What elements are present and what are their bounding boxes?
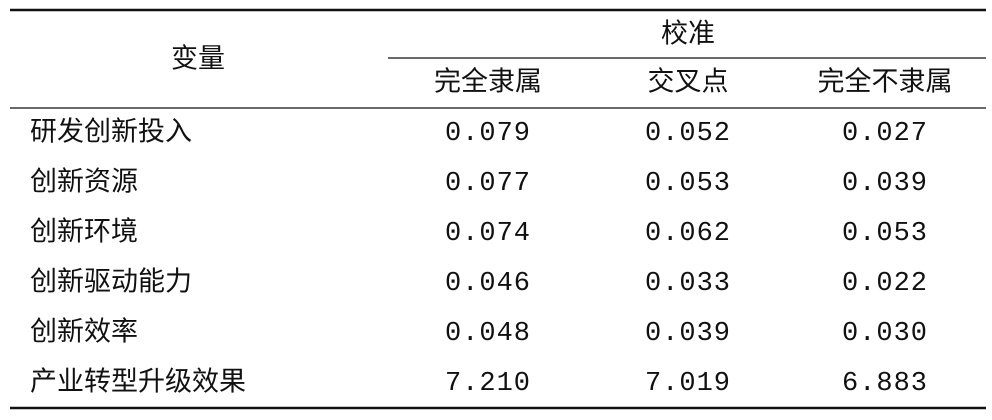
cell-value: 0.053 [645, 169, 731, 199]
row-label: 产业转型升级效果 [30, 367, 246, 398]
row-label: 研发创新投入 [30, 117, 192, 148]
cell-value: 7.019 [645, 369, 731, 399]
cell-value: 0.027 [842, 119, 928, 149]
variable-header: 变量 [171, 44, 225, 75]
cell-value: 0.052 [645, 119, 731, 149]
cell-value: 0.053 [842, 219, 928, 249]
cell-value: 0.030 [842, 319, 928, 349]
cell-value: 0.022 [842, 269, 928, 299]
cell-value: 0.079 [445, 119, 531, 149]
column-header: 完全不隶属 [818, 67, 953, 98]
cell-value: 0.062 [645, 219, 731, 249]
cell-value: 0.048 [445, 319, 531, 349]
group-header: 校准 [661, 19, 715, 50]
column-header: 交叉点 [648, 67, 729, 98]
row-label: 创新效率 [30, 317, 138, 348]
cell-value: 6.883 [842, 369, 928, 399]
cell-value: 0.074 [445, 219, 531, 249]
cell-value: 0.033 [645, 269, 731, 299]
row-label: 创新资源 [30, 167, 138, 198]
row-label: 创新驱动能力 [30, 267, 192, 298]
row-label: 创新环境 [30, 217, 138, 248]
cell-value: 7.210 [445, 369, 531, 399]
cell-value: 0.039 [645, 319, 731, 349]
cell-value: 0.046 [445, 269, 531, 299]
cell-value: 0.039 [842, 169, 928, 199]
column-header: 完全隶属 [434, 67, 542, 98]
cell-value: 0.077 [445, 169, 531, 199]
